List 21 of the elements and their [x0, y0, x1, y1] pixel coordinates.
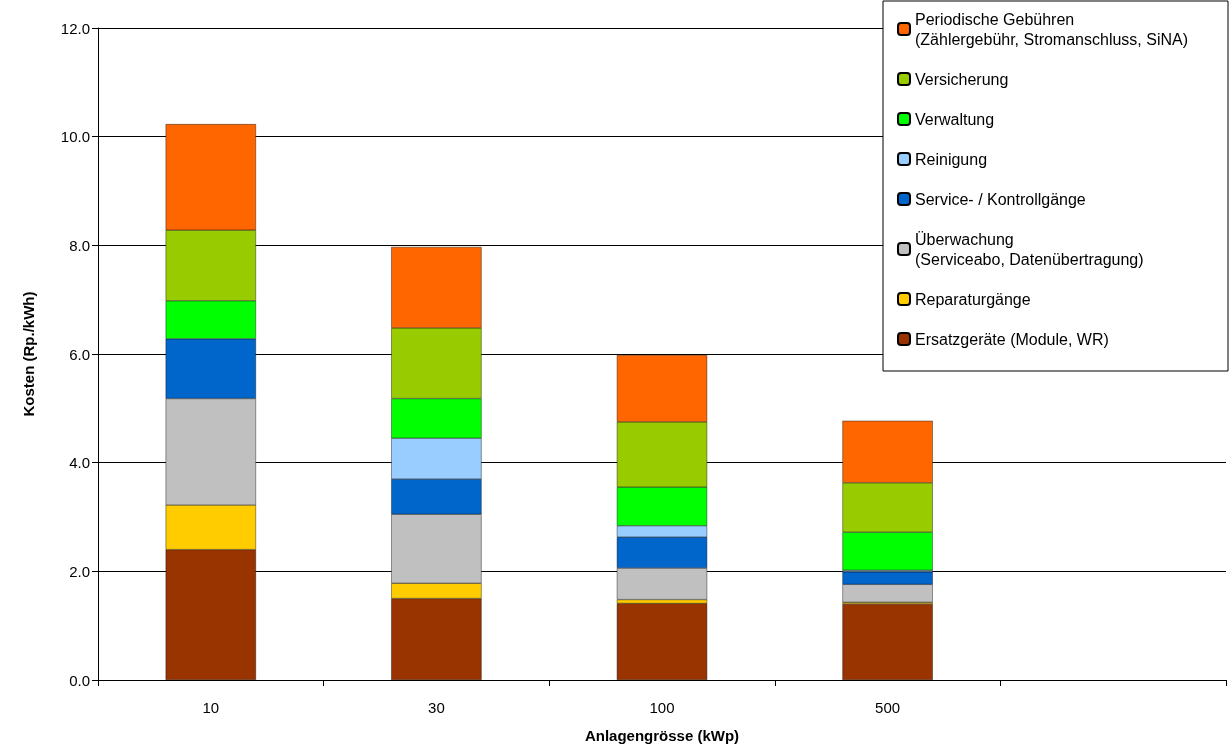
- x-axis-title: Anlagengrösse (kWp): [584, 727, 740, 744]
- x-tick-label: 100: [649, 699, 675, 716]
- y-tick-label: 8.0: [69, 236, 90, 254]
- legend-label: Überwachung (Serviceabo, Datenübertragung): [915, 230, 1144, 268]
- legend-label: Ersatzgeräte (Module, WR): [915, 330, 1109, 348]
- y-tick-label: 10.0: [60, 128, 90, 146]
- y-tick-label: 12.0: [60, 19, 90, 37]
- y-tick-label: 0.0: [69, 671, 90, 689]
- x-tick-label: 30: [428, 699, 445, 716]
- y-tick-label: 6.0: [69, 345, 90, 363]
- legend-label: Verwaltung: [915, 110, 995, 128]
- y-tick-label: 2.0: [69, 562, 90, 580]
- x-tick-label: 500: [875, 699, 901, 716]
- y-tick-label: 4.0: [69, 454, 90, 472]
- legend-label: Reinigung: [915, 150, 988, 168]
- legend-label: Versicherung: [915, 70, 1009, 88]
- x-tick-label: 10: [202, 699, 220, 716]
- legend-label: Service- / Kontrollgänge: [915, 190, 1086, 208]
- legend-label: Reparaturgänge: [915, 290, 1031, 308]
- y-axis-title: Kosten (Rp./kWh): [20, 291, 37, 417]
- legend-label: Periodische Gebühren (Zählergebühr, Stromanschluss, SiNA): [915, 10, 1188, 48]
